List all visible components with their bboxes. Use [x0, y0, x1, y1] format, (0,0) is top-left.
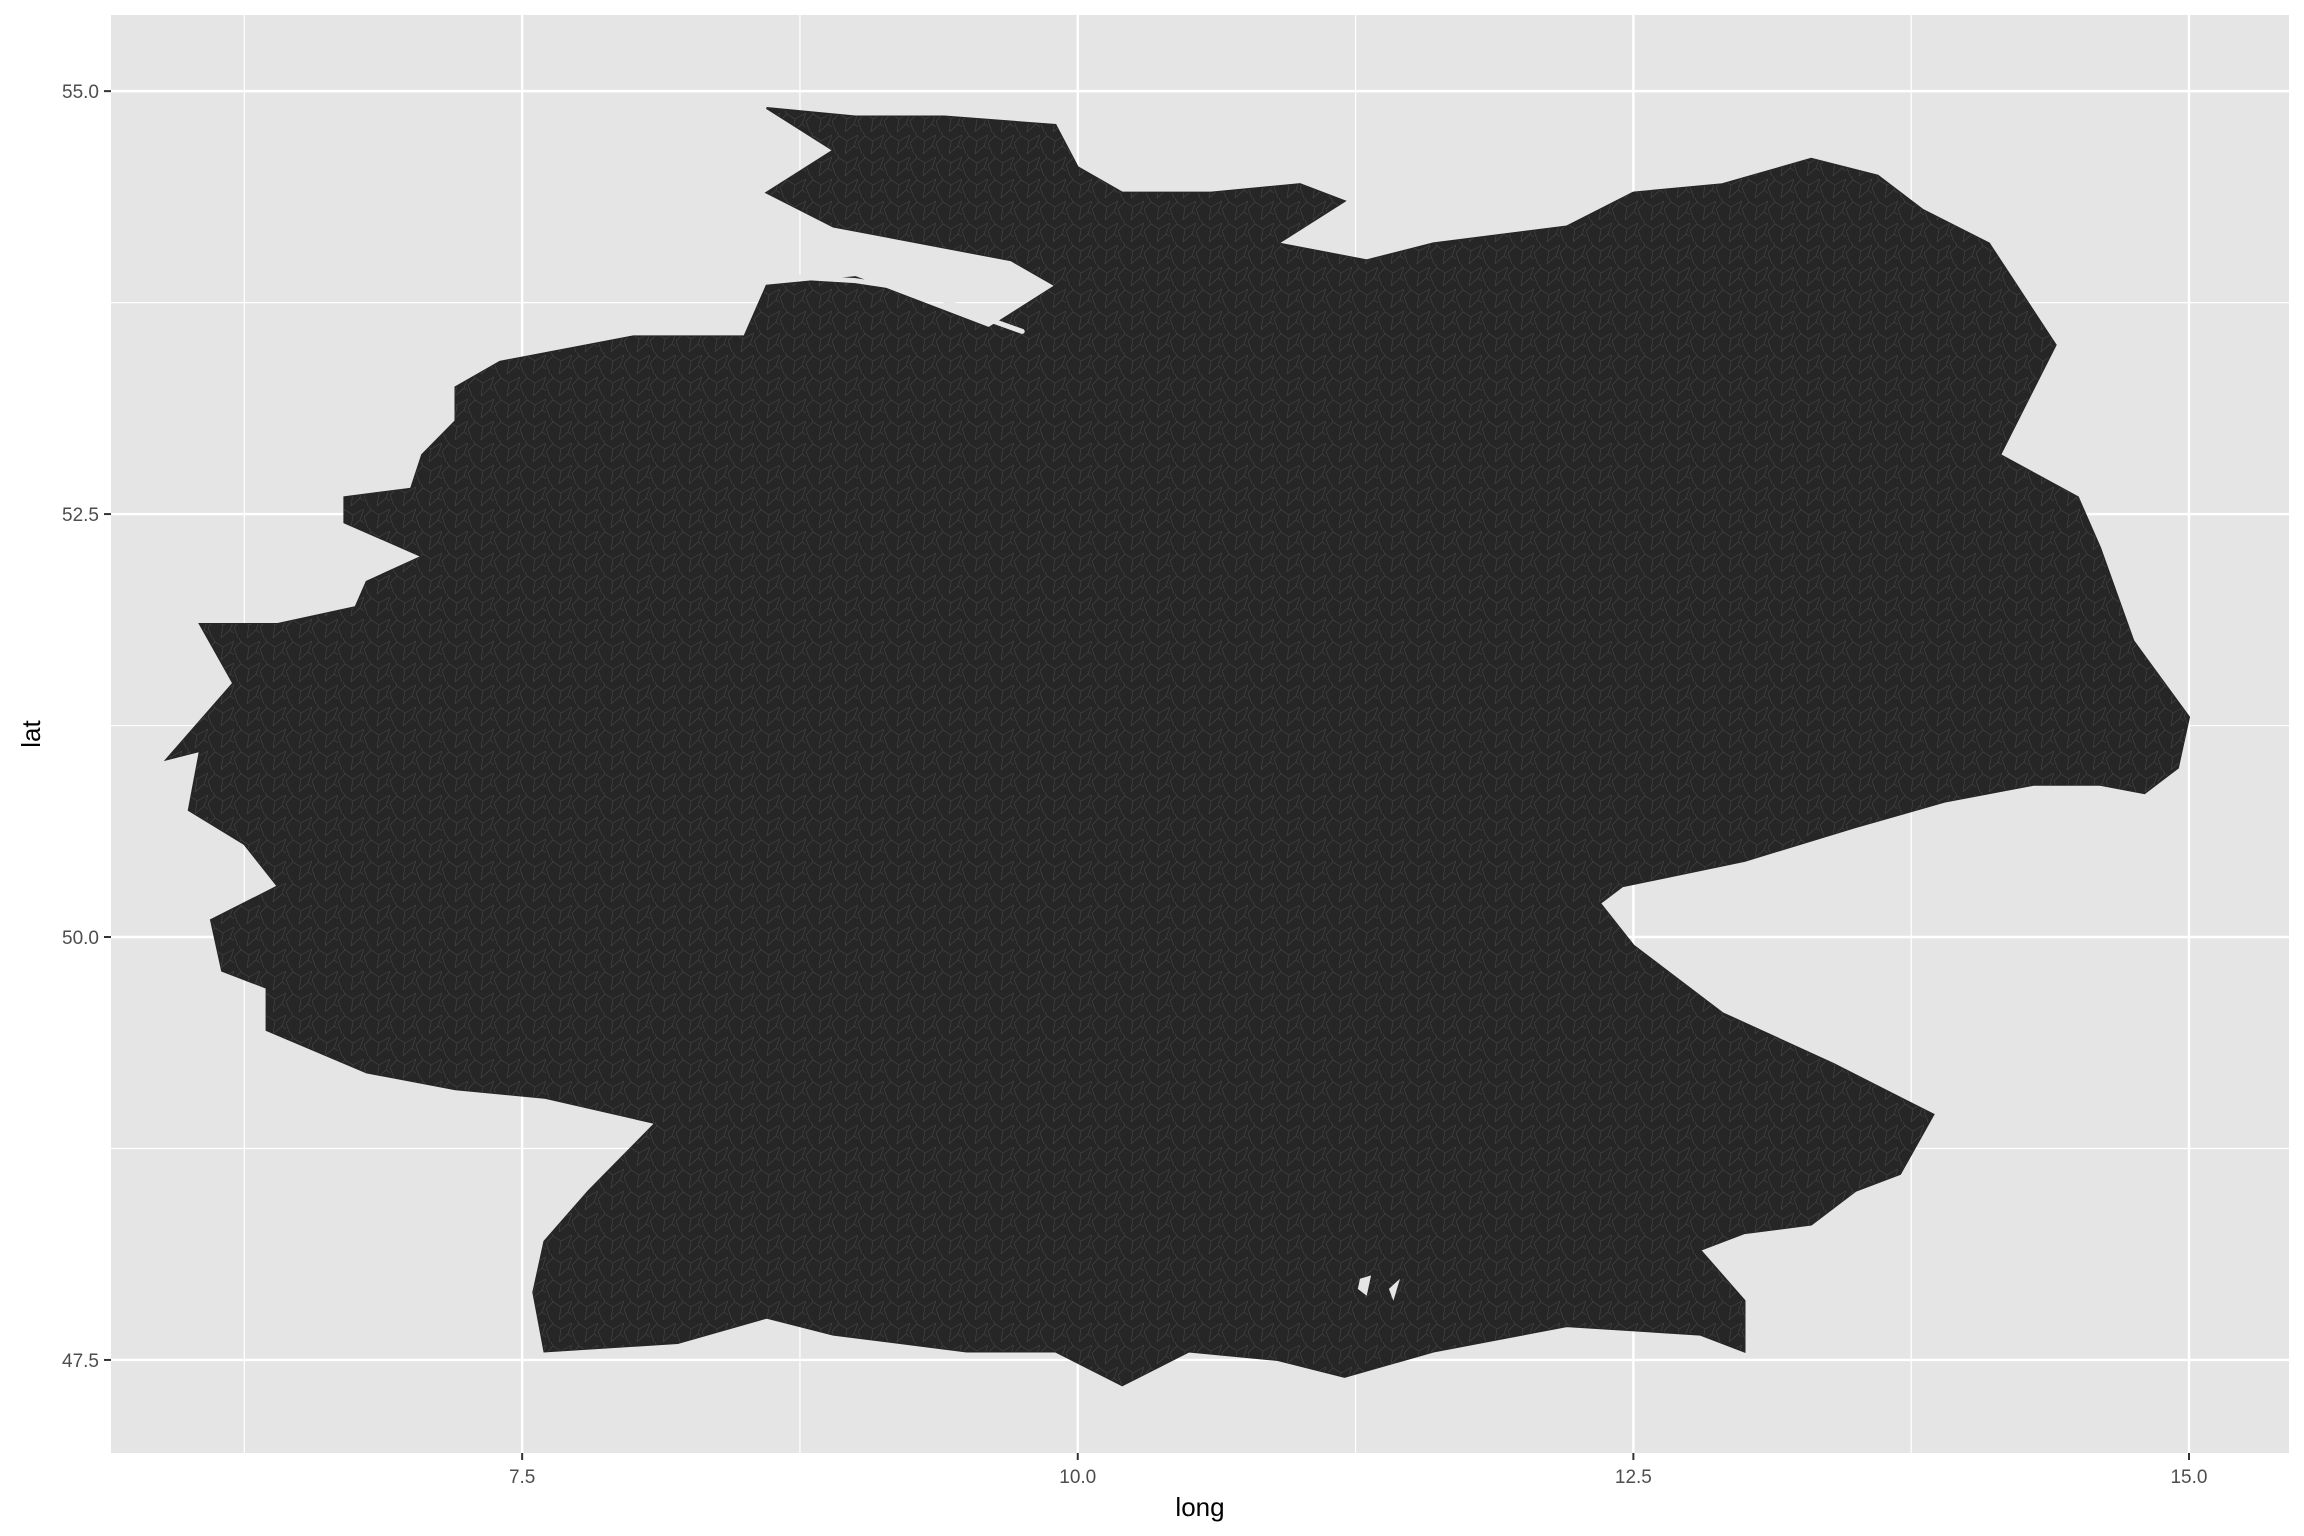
y-tick-label: 55.0: [62, 82, 99, 103]
lakes: [1357, 1275, 1400, 1301]
x-axis-title: long: [1175, 1492, 1224, 1522]
elbe-estuary: [797, 274, 1025, 334]
germany-map: [163, 107, 2191, 1387]
y-axis-tick-labels: 47.5 50.0 52.5 55.0: [62, 82, 99, 1372]
y-tick-label: 52.5: [62, 505, 99, 526]
municipality-borders: [166, 108, 2190, 1386]
x-tick-label: 10.0: [1059, 1467, 1096, 1488]
y-axis-ticks: [104, 90, 111, 1361]
x-tick-label: 12.5: [1615, 1467, 1652, 1488]
y-tick-label: 50.0: [62, 928, 99, 949]
lake: [1357, 1275, 1372, 1296]
x-tick-label: 15.0: [2170, 1467, 2207, 1488]
lake: [1388, 1278, 1400, 1301]
x-axis-ticks: [521, 1453, 2190, 1460]
x-axis-tick-labels: 7.5 10.0 12.5 15.0: [509, 1467, 2208, 1488]
x-tick-label: 7.5: [509, 1467, 535, 1488]
y-tick-label: 47.5: [62, 1351, 99, 1372]
y-axis-title: lat: [16, 719, 46, 747]
